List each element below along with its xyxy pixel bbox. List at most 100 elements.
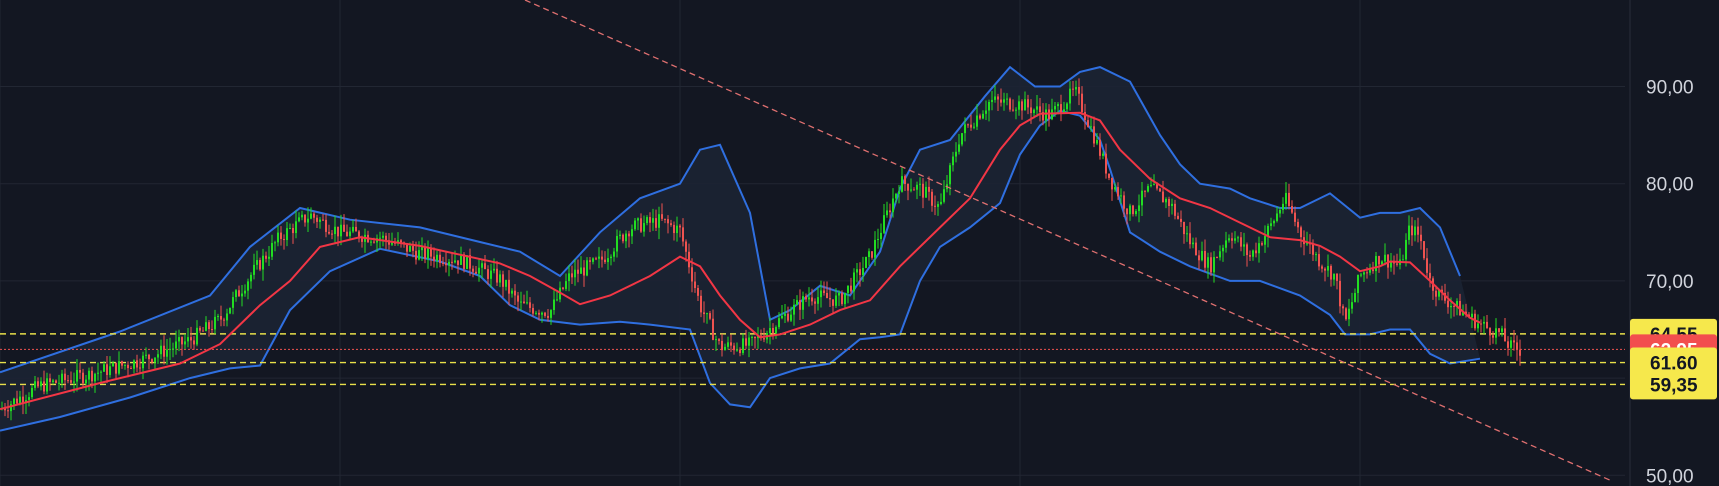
candle-body (538, 312, 540, 315)
candle-body (1345, 308, 1347, 320)
candle-body (781, 315, 783, 319)
candle-body (709, 313, 711, 319)
candle-body (1237, 237, 1239, 239)
candle-body (1261, 243, 1263, 245)
candle-body (1327, 265, 1329, 271)
candle-body (739, 349, 741, 354)
candle-body (418, 250, 420, 260)
candle-body (814, 301, 816, 304)
candle-body (904, 176, 906, 185)
candle-body (1177, 215, 1179, 219)
candle-body (1375, 256, 1377, 272)
candle-body (715, 339, 717, 341)
candle-body (1240, 237, 1242, 247)
candle-body (628, 233, 630, 237)
candle-body (877, 238, 879, 240)
candle-body (1246, 244, 1248, 256)
candle-body (286, 228, 288, 241)
candle-body (118, 361, 120, 374)
candle-body (1171, 203, 1173, 207)
candle-body (934, 205, 936, 207)
candle-body (826, 292, 828, 299)
candle-body (328, 231, 330, 234)
candle-body (265, 255, 267, 259)
candle-body (1159, 188, 1161, 192)
candle-body (301, 214, 303, 218)
candle-body (1207, 257, 1209, 268)
candle-body (646, 217, 648, 224)
candle-body (223, 319, 225, 321)
candle-body (1099, 139, 1101, 156)
candle-body (7, 410, 9, 412)
candle-body (730, 342, 732, 346)
candle-body (526, 302, 528, 304)
candle-body (886, 210, 888, 216)
candle-body (442, 262, 444, 264)
candle-body (598, 256, 600, 259)
candle-body (1258, 243, 1260, 254)
candle-body (226, 313, 228, 321)
candle-body (901, 176, 903, 192)
candle-body (1414, 226, 1416, 236)
candle-body (940, 201, 942, 205)
candle-body (556, 299, 558, 301)
bollinger-lower (0, 109, 1481, 432)
candle-body (769, 328, 771, 334)
candle-body (412, 246, 414, 251)
candle-body (373, 241, 375, 243)
price-tag-label: 61,60 (1650, 354, 1698, 375)
candle-body (61, 373, 63, 383)
candle-body (1435, 290, 1437, 297)
candle-body (925, 186, 927, 198)
candle-body (271, 243, 273, 257)
candle-body (706, 313, 708, 315)
candle-body (1153, 184, 1155, 186)
candle-body (358, 231, 360, 239)
candle-body (1426, 258, 1428, 273)
candle-body (508, 279, 510, 294)
candle-body (1504, 328, 1506, 342)
candle-body (229, 307, 231, 314)
candle-body (247, 281, 249, 291)
candle-body (856, 269, 858, 273)
candle-body (1480, 323, 1482, 325)
candle-body (1423, 241, 1425, 259)
candle-body (157, 354, 159, 358)
candle-body (1144, 190, 1146, 192)
candle-body (1147, 186, 1149, 192)
candle-body (916, 184, 918, 190)
candle-body (1243, 244, 1245, 247)
candle-body (1273, 220, 1275, 224)
price-axis[interactable]: 90,00 80,00 70,00 50,00 (1629, 0, 1719, 486)
candle-body (382, 235, 384, 238)
candle-body (211, 328, 213, 330)
candle-body (1498, 328, 1500, 332)
candle-body (1000, 99, 1002, 103)
candle-body (175, 341, 177, 349)
candle-body (97, 372, 99, 374)
candle-body (1405, 239, 1407, 260)
candle-body (1330, 265, 1332, 280)
trendline-group (524, 0, 1611, 481)
candle-body (1060, 104, 1062, 113)
candle-body (85, 379, 87, 384)
candle-body (1192, 242, 1194, 245)
candle-body (400, 240, 402, 243)
candle-body (736, 349, 738, 351)
candle-body (94, 373, 96, 382)
candle-body (862, 267, 864, 276)
candle-body (262, 255, 264, 270)
candle-body (1183, 221, 1185, 235)
candle-body (958, 144, 960, 152)
candle-body (601, 256, 603, 260)
candle-body (1252, 250, 1254, 257)
candle-body (31, 387, 33, 398)
candle-body (637, 218, 639, 221)
candle-body (859, 269, 861, 276)
candle-body (778, 318, 780, 328)
candle-body (619, 234, 621, 236)
candle-body (1093, 126, 1095, 144)
candle-body (190, 337, 192, 341)
candle-body (1264, 235, 1266, 245)
